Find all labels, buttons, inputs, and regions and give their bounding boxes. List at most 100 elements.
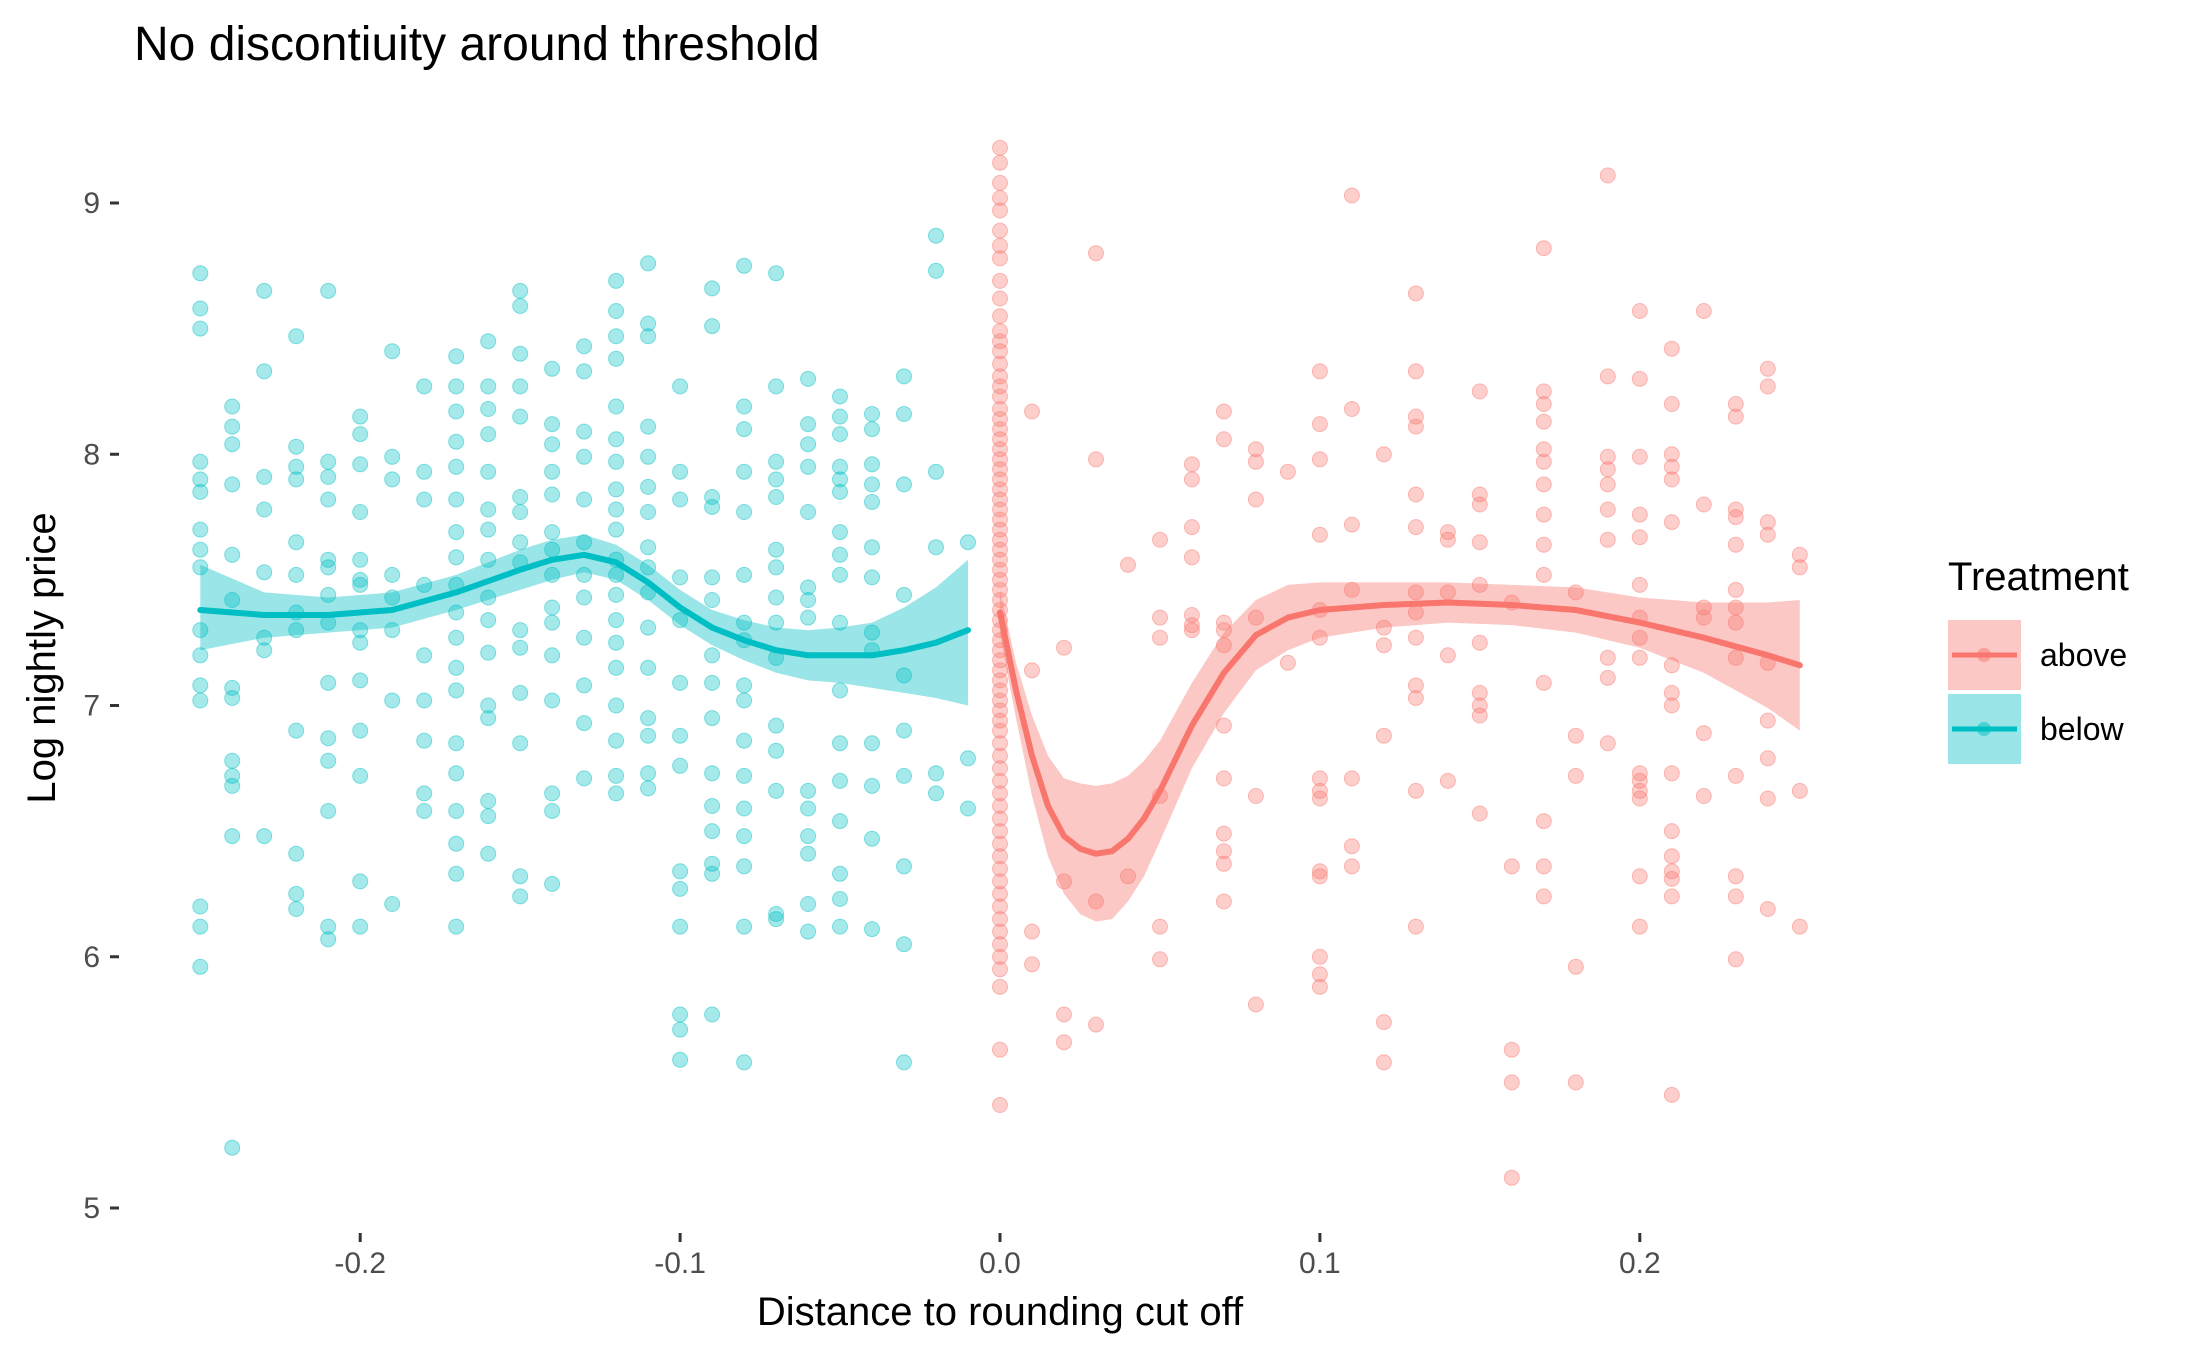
point-below — [480, 612, 497, 629]
point-below — [224, 436, 241, 453]
point-below — [928, 463, 944, 480]
point-above — [1407, 486, 1424, 503]
point-below — [800, 828, 817, 845]
point-above — [992, 451, 1008, 468]
point-below — [320, 918, 337, 935]
point-above — [1791, 546, 1808, 563]
point-below — [576, 770, 593, 787]
point-above — [1791, 559, 1808, 576]
point-below — [288, 622, 305, 639]
point-above — [992, 250, 1008, 267]
point-above — [1471, 576, 1488, 593]
point-below — [672, 569, 689, 586]
point-below — [192, 541, 209, 558]
point-below — [512, 489, 529, 505]
point-below — [544, 524, 561, 541]
point-above — [1439, 524, 1456, 541]
point-below — [544, 692, 561, 709]
point-below — [608, 732, 625, 749]
point-above — [1375, 446, 1392, 463]
point-below — [608, 272, 625, 289]
point-below — [768, 378, 785, 395]
point-below — [864, 406, 880, 422]
chart-title: No discontiuity around threshold — [134, 18, 820, 71]
point-above — [992, 936, 1008, 953]
point-below — [224, 592, 241, 608]
point-below — [800, 800, 817, 817]
point-above — [1535, 476, 1552, 493]
point-above — [1056, 1034, 1072, 1051]
point-below — [512, 639, 529, 656]
point-below — [448, 604, 465, 621]
point-above — [992, 441, 1008, 458]
point-below — [768, 911, 785, 928]
point-above — [1535, 506, 1552, 523]
point-below — [736, 858, 753, 875]
point-below — [704, 765, 721, 782]
point-below — [608, 398, 625, 415]
point-below — [640, 727, 657, 744]
point-below — [256, 564, 273, 581]
point-below — [736, 918, 753, 935]
point-above — [1183, 519, 1200, 536]
point-above — [1183, 456, 1200, 473]
point-above — [992, 885, 1008, 902]
point-above — [1663, 446, 1680, 463]
point-below — [864, 421, 880, 438]
point-above — [1088, 893, 1104, 910]
point-below — [192, 453, 209, 470]
point-below — [352, 873, 369, 890]
point-below — [416, 692, 433, 709]
point-below — [352, 767, 369, 784]
point-below — [384, 622, 401, 639]
point-above — [1535, 441, 1552, 458]
point-below — [544, 566, 561, 583]
point-above — [1215, 622, 1232, 639]
point-below — [448, 682, 465, 699]
point-below — [608, 453, 625, 470]
point-above — [1631, 370, 1648, 387]
point-above — [1727, 501, 1744, 518]
point-above — [992, 355, 1008, 372]
x-tick-label: 0.1 — [1299, 1247, 1341, 1280]
point-above — [992, 491, 1008, 508]
point-below — [800, 592, 817, 608]
point-below — [320, 491, 337, 508]
point-below — [704, 674, 721, 691]
point-below — [192, 622, 209, 639]
point-below — [928, 539, 944, 556]
y-axis: 5 6 7 8 9 — [83, 187, 119, 1225]
point-below — [256, 642, 273, 659]
point-above — [1152, 918, 1168, 935]
point-below — [800, 579, 817, 596]
point-below — [320, 803, 337, 819]
point-above — [992, 501, 1008, 518]
point-below — [608, 659, 625, 676]
point-below — [864, 456, 880, 473]
point-below — [480, 644, 497, 661]
point-below — [224, 777, 241, 794]
point-above — [1631, 918, 1648, 935]
point-below — [448, 378, 465, 395]
point-below — [704, 318, 721, 335]
point-below — [448, 659, 465, 676]
point-above — [992, 174, 1008, 191]
point-below — [736, 677, 753, 694]
point-below — [672, 1021, 689, 1038]
point-above — [992, 202, 1008, 219]
point-below — [320, 586, 337, 603]
point-above — [992, 712, 1008, 729]
point-above — [1215, 614, 1232, 631]
point-above — [1535, 536, 1552, 553]
point-below — [576, 423, 593, 440]
point-above — [1343, 581, 1360, 598]
point-below — [480, 401, 497, 417]
point-below — [704, 798, 721, 814]
point-below — [192, 559, 209, 576]
point-below — [416, 732, 433, 749]
point-below — [544, 486, 561, 503]
point-above — [1471, 496, 1488, 513]
point-above — [992, 531, 1008, 548]
point-above — [1535, 413, 1552, 430]
point-below — [608, 431, 625, 448]
